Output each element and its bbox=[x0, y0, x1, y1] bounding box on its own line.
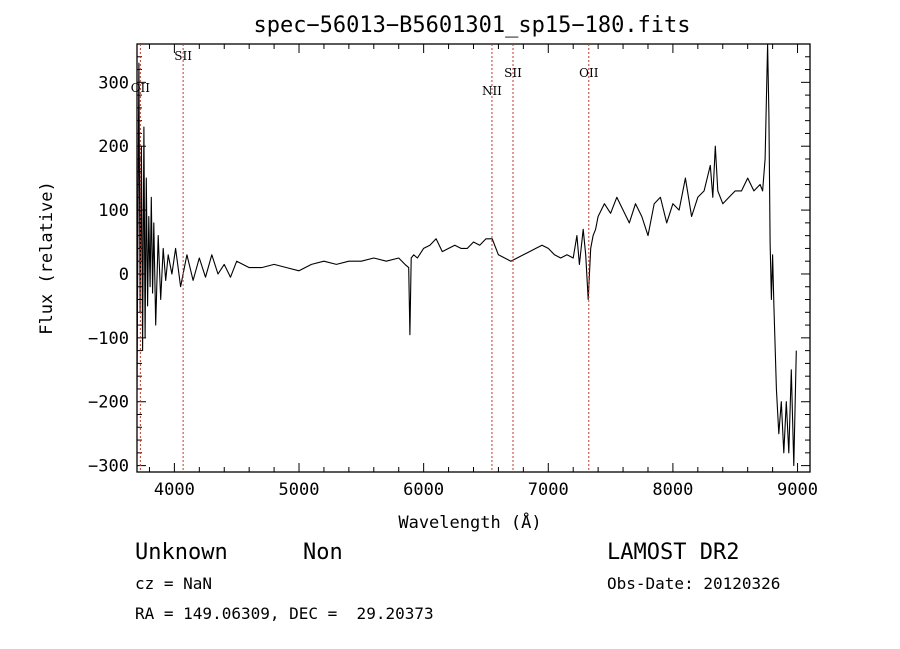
x-tick-label: 5000 bbox=[279, 480, 320, 500]
emission-line-label: SII bbox=[174, 49, 192, 63]
survey-name: LAMOST DR2 bbox=[607, 540, 739, 565]
x-tick-label: 7000 bbox=[528, 480, 569, 500]
y-tick-label: −200 bbox=[88, 393, 129, 413]
x-tick-label: 9000 bbox=[777, 480, 818, 500]
object-subclass: Non bbox=[303, 540, 343, 565]
object-class: Unknown bbox=[135, 540, 228, 565]
y-tick-label: 100 bbox=[98, 201, 129, 221]
obs-date: Obs-Date: 20120326 bbox=[607, 574, 780, 593]
x-tick-label: 4000 bbox=[154, 480, 195, 500]
emission-line-label: OII bbox=[579, 66, 599, 80]
y-tick-label: 0 bbox=[119, 265, 129, 285]
plot-frame bbox=[136, 43, 811, 473]
y-axis-label: Flux (relative) bbox=[37, 181, 57, 335]
chart-title: spec−56013−B5601301_sp15−180.fits bbox=[253, 13, 690, 38]
y-tick-label: 300 bbox=[98, 73, 129, 93]
emission-line-label: SII bbox=[504, 66, 522, 80]
x-axis-label: Wavelength (Å) bbox=[398, 511, 541, 533]
cz-value: cz = NaN bbox=[135, 574, 212, 593]
ra-dec: RA = 149.06309, DEC = 29.20373 bbox=[135, 604, 434, 623]
emission-line-label: NII bbox=[482, 84, 502, 98]
emission-line-label: OII bbox=[131, 81, 151, 95]
y-tick-label: 200 bbox=[98, 137, 129, 157]
y-tick-label: −300 bbox=[88, 457, 129, 477]
axis-ticks: 4000 5000 6000 7000 8000 9000 −300 −200 −100 0 100… bbox=[88, 44, 818, 500]
spectrum-series-0 bbox=[137, 44, 797, 467]
x-tick-label: 6000 bbox=[403, 480, 444, 500]
y-tick-label: −100 bbox=[88, 329, 129, 349]
x-tick-label: 8000 bbox=[652, 480, 693, 500]
